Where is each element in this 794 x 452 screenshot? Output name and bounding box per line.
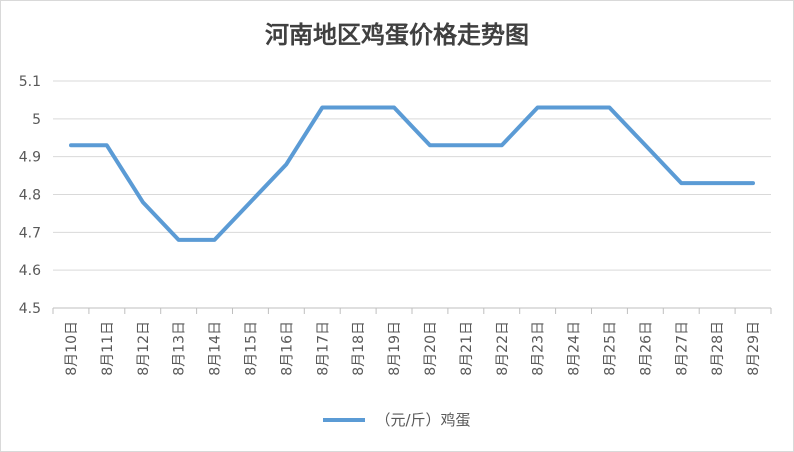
y-tick-label: 4.5: [19, 301, 41, 317]
x-tick-label: 8月16日: [279, 321, 295, 376]
x-tick-label: 8月25日: [602, 321, 618, 376]
legend: （元/斤）鸡蛋: [1, 409, 793, 430]
x-tick-label: 8月20日: [423, 321, 439, 376]
x-tick-label: 8月15日: [243, 321, 259, 376]
y-tick-label: 4.7: [19, 225, 41, 241]
x-tick-label: 8月23日: [531, 321, 547, 376]
x-tick-label: 8月26日: [638, 321, 654, 376]
x-tick-label: 8月22日: [495, 321, 511, 376]
x-tick-label: 8月21日: [459, 321, 475, 376]
x-tick-label: 8月24日: [567, 321, 583, 376]
x-tick-label: 8月19日: [387, 321, 403, 376]
x-tick-label: 8月10日: [64, 321, 80, 376]
legend-label: （元/斤）鸡蛋: [375, 411, 471, 429]
x-tick-label: 8月17日: [315, 321, 331, 376]
chart-title: 河南地区鸡蛋价格走势图: [265, 20, 529, 49]
legend-swatch: [323, 417, 366, 422]
y-tick-label: 4.8: [19, 188, 41, 204]
y-tick-label: 4.6: [19, 263, 41, 279]
x-tick-label: 8月27日: [674, 321, 690, 376]
y-tick-label: 5.1: [19, 74, 41, 90]
x-tick-label: 8月13日: [172, 321, 188, 376]
x-tick-label: 8月28日: [710, 321, 726, 376]
x-tick-label: 8月12日: [136, 321, 152, 376]
y-tick-label: 4.9: [19, 150, 41, 166]
x-tick-label: 8月11日: [100, 321, 116, 376]
y-tick-label: 5: [32, 112, 41, 128]
x-tick-label: 8月14日: [208, 321, 224, 376]
x-tick-label: 8月18日: [351, 321, 367, 376]
x-tick-label: 8月29日: [746, 321, 762, 376]
series-line: [69, 105, 755, 242]
